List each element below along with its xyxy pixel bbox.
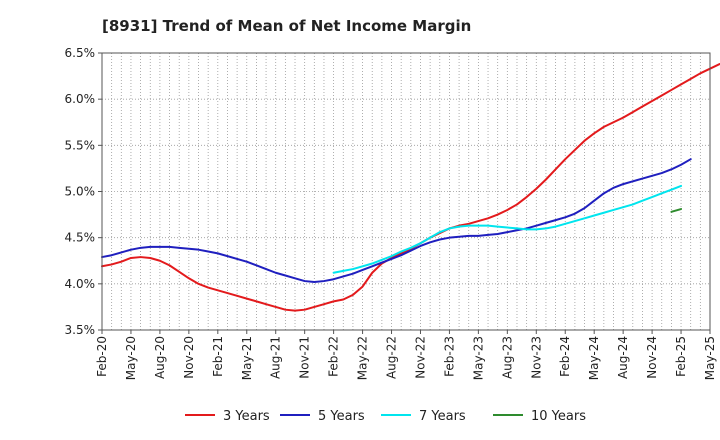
x-tick-label: May-23 bbox=[471, 336, 485, 380]
x-tick-label: Feb-21 bbox=[211, 336, 225, 377]
x-tick-label: Aug-20 bbox=[153, 336, 167, 379]
x-tick-label: Nov-23 bbox=[529, 336, 543, 379]
legend-label-5-years: 5 Years bbox=[318, 409, 365, 424]
x-tick-label: Nov-22 bbox=[413, 336, 427, 379]
grid bbox=[101, 52, 711, 331]
series-layer bbox=[101, 63, 720, 312]
x-tick-label: Nov-24 bbox=[645, 336, 659, 379]
x-tick-label: Aug-21 bbox=[269, 336, 283, 379]
x-tick-label: Nov-21 bbox=[298, 336, 312, 379]
x-tick-label: May-24 bbox=[587, 336, 601, 380]
y-tick-label: 5.5% bbox=[65, 138, 96, 152]
x-tick-label: May-22 bbox=[356, 336, 370, 380]
x-tick-label: Nov-20 bbox=[182, 336, 196, 379]
legend-label-3-years: 3 Years bbox=[223, 409, 270, 424]
x-tick-label: Feb-25 bbox=[674, 336, 688, 377]
series-line-10-years bbox=[670, 208, 683, 213]
series-line-5-years bbox=[101, 158, 692, 283]
x-tick-label: Feb-23 bbox=[442, 336, 456, 377]
x-tick-label: May-21 bbox=[240, 336, 254, 380]
legend-label-7-years: 7 Years bbox=[419, 409, 466, 424]
x-tick-label: Feb-22 bbox=[327, 336, 341, 377]
y-axis: 3.5% 4.0% 4.5% 5.0% 5.5% 6.0% 6.5% bbox=[65, 46, 102, 337]
x-tick-label: May-20 bbox=[124, 336, 138, 380]
series-line-7-years bbox=[332, 184, 683, 274]
x-tick-label: Feb-24 bbox=[558, 336, 572, 377]
legend: 3 Years 5 Years 7 Years 10 Years bbox=[185, 409, 586, 424]
y-tick-label: 4.5% bbox=[65, 231, 96, 245]
legend-label-10-years: 10 Years bbox=[531, 409, 586, 424]
y-tick-label: 6.0% bbox=[65, 92, 96, 106]
y-tick-label: 5.0% bbox=[65, 185, 96, 199]
x-axis: Feb-20 May-20 Aug-20 Nov-20 Feb-21 May-21 Aug-… bbox=[95, 330, 717, 380]
x-tick-label: May-25 bbox=[703, 336, 717, 380]
x-tick-label: Aug-24 bbox=[616, 336, 630, 379]
chart-title: [8931] Trend of Mean of Net Income Margi… bbox=[102, 17, 471, 35]
y-tick-label: 6.5% bbox=[65, 46, 96, 60]
x-tick-label: Aug-23 bbox=[500, 336, 514, 379]
y-tick-label: 4.0% bbox=[65, 277, 96, 291]
x-tick-label: Aug-22 bbox=[385, 336, 399, 379]
y-tick-label: 3.5% bbox=[65, 323, 96, 337]
x-tick-label: Feb-20 bbox=[95, 336, 109, 377]
